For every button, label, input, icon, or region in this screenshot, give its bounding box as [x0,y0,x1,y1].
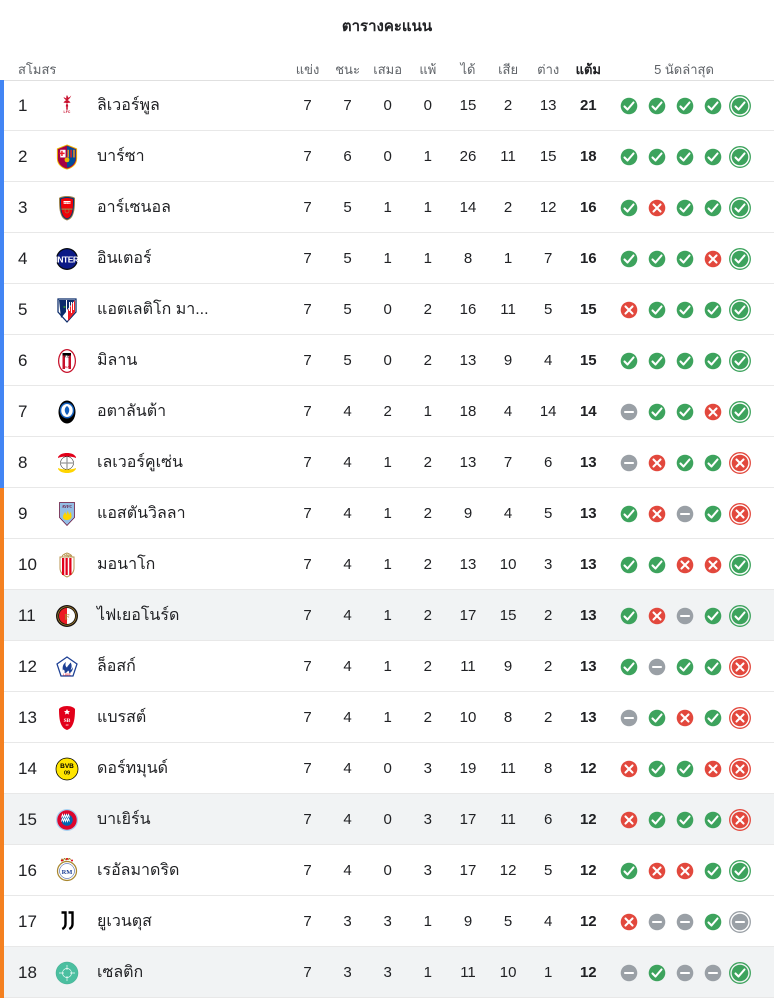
svg-text:LOSC: LOSC [63,672,71,676]
svg-text:MILAN: MILAN [63,366,71,369]
svg-text:BVB: BVB [60,763,74,770]
svg-text:SB: SB [64,718,71,724]
svg-text:LFC: LFC [63,109,70,113]
svg-text:INTER: INTER [56,254,79,264]
svg-text:RM: RM [62,869,73,876]
svg-text:A.C.: A.C. [64,354,70,358]
svg-text:Arsenal: Arsenal [61,200,72,204]
svg-text:09: 09 [64,770,70,776]
svg-text:F: F [64,611,69,621]
svg-text:AVFC: AVFC [62,504,73,509]
